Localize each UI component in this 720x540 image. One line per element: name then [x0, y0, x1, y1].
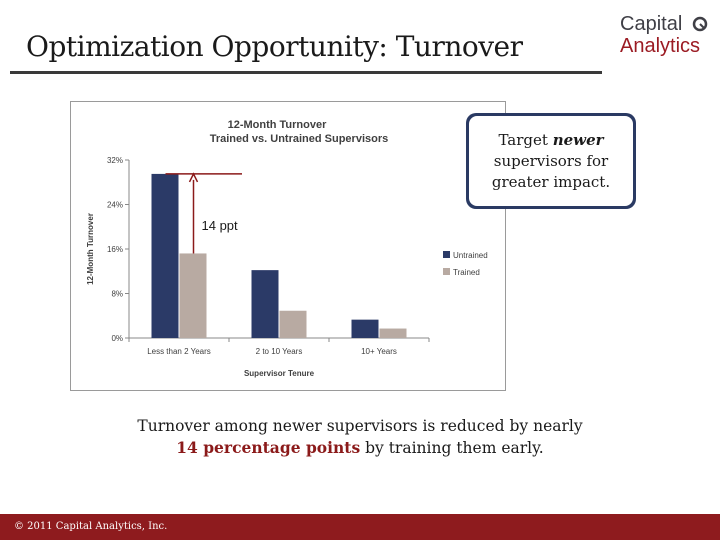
chart-title: 12-Month Turnover	[228, 119, 328, 131]
x-tick-label: 2 to 10 Years	[256, 347, 303, 356]
y-tick-label: 8%	[111, 290, 123, 299]
magnifier-icon	[692, 16, 708, 32]
bar-untrained-2	[251, 270, 279, 338]
bar-trained-3	[379, 328, 407, 338]
y-tick-label: 24%	[107, 201, 123, 210]
footer-copyright: © 2011 Capital Analytics, Inc.	[14, 521, 168, 532]
y-axis-title: 12-Month Turnover	[86, 213, 95, 285]
legend-label-trained: Trained	[453, 268, 480, 277]
title-divider	[10, 71, 602, 74]
chart-frame: 12-Month Turnover Trained vs. Untrained S…	[70, 101, 506, 391]
summary-text: Turnover among newer supervisors is redu…	[100, 415, 620, 459]
summary-line-2-rest: by training them early.	[360, 439, 544, 457]
y-tick-label: 32%	[107, 156, 123, 165]
summary-line-1: Turnover among newer supervisors is redu…	[137, 417, 583, 435]
logo-text-capital: Capital	[620, 13, 683, 35]
summary-line-2: 14 percentage points by training them ea…	[100, 437, 620, 459]
bar-trained-1	[179, 253, 207, 338]
callout-pre: Target	[498, 130, 553, 149]
x-axis-title: Supervisor Tenure	[244, 369, 315, 378]
logo-text-analytics: Analytics	[620, 35, 701, 57]
chart-subtitle: Trained vs. Untrained Supervisors	[210, 133, 389, 145]
bar-untrained-1	[151, 173, 179, 338]
x-tick-label: 10+ Years	[361, 347, 397, 356]
slide-title: Optimization Opportunity: Turnover	[26, 30, 523, 63]
legend-swatch-trained	[443, 268, 450, 275]
x-tick-label: Less than 2 Years	[147, 347, 211, 356]
footer-bar: © 2011 Capital Analytics, Inc.	[0, 514, 720, 540]
turnover-bar-chart: 12-Month Turnover Trained vs. Untrained S…	[86, 119, 488, 378]
capital-analytics-logo: Capital Analytics	[620, 13, 712, 59]
callout-post: supervisors for greater impact.	[491, 151, 611, 191]
callout-box: Target newer supervisors for greater imp…	[466, 113, 636, 209]
callout-emphasis: newer	[552, 130, 604, 149]
callout-text: Target newer supervisors for greater imp…	[469, 116, 633, 206]
legend-label-untrained: Untrained	[453, 251, 488, 260]
annotation-label: 14 ppt	[202, 218, 239, 233]
y-tick-label: 16%	[107, 245, 123, 254]
legend-swatch-untrained	[443, 251, 450, 258]
y-tick-label: 0%	[111, 334, 123, 343]
bar-trained-2	[279, 310, 307, 338]
annotation-arrow-head	[188, 172, 199, 183]
summary-highlight: 14 percentage points	[176, 438, 361, 457]
bar-untrained-3	[351, 319, 379, 338]
